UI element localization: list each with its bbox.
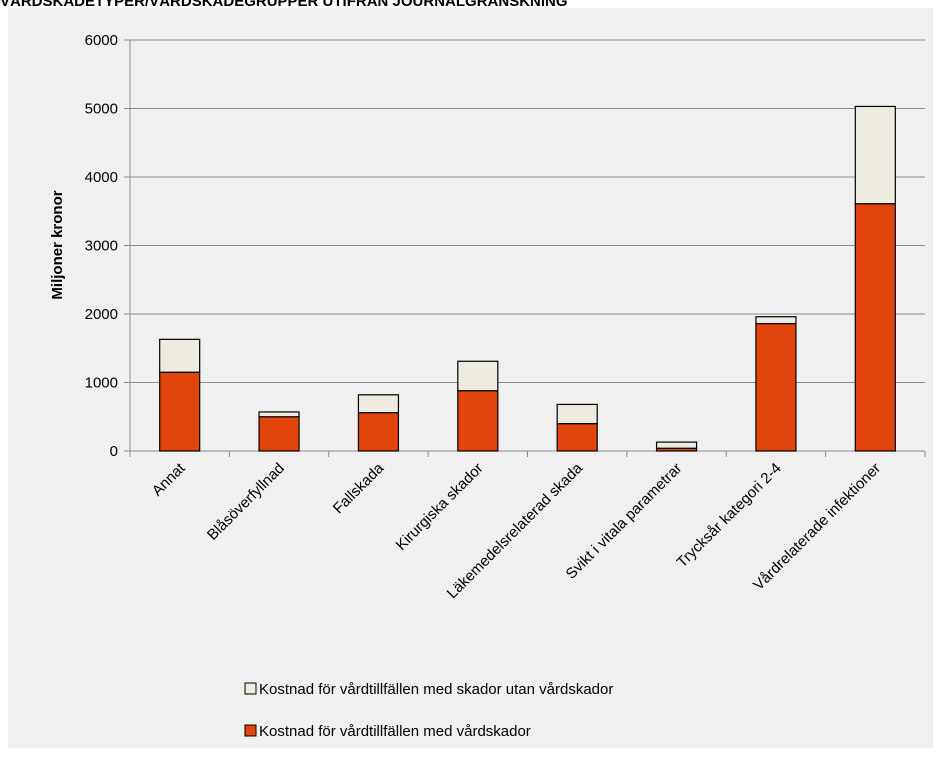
bar-segment bbox=[556, 403, 598, 425]
legend-label: Kostnad för vårdtillfällen med vårdskado… bbox=[259, 723, 531, 740]
y-tick-label: 4000 bbox=[85, 169, 118, 186]
bar-segment bbox=[357, 412, 400, 452]
legend-swatch bbox=[244, 682, 257, 695]
bar-segment bbox=[556, 423, 598, 452]
chart-title: VÅRDSKADETYPER/VÅRDSKADEGRUPPER UTIFRÅN … bbox=[0, 0, 568, 10]
y-tick-label: 6000 bbox=[85, 32, 118, 49]
bar-segment bbox=[854, 105, 896, 205]
y-axis-label: Miljoner kronor bbox=[49, 190, 66, 299]
bar-segment bbox=[655, 441, 698, 449]
legend-swatch bbox=[244, 724, 257, 737]
y-tick-label: 2000 bbox=[85, 306, 118, 323]
bar-segment bbox=[457, 360, 499, 392]
bar-segment bbox=[159, 338, 201, 373]
y-tick-label: 3000 bbox=[85, 238, 118, 255]
legend-label: Kostnad för vårdtillfällen med skador ut… bbox=[259, 681, 613, 698]
y-tick-label: 1000 bbox=[85, 375, 118, 392]
bar-segment bbox=[258, 416, 300, 452]
y-tick-label: 5000 bbox=[85, 101, 118, 118]
bar-segment bbox=[457, 390, 499, 452]
bar-segment bbox=[258, 411, 300, 418]
bar-segment bbox=[357, 394, 400, 414]
bar-segment bbox=[755, 322, 797, 452]
bar-segment bbox=[159, 371, 201, 452]
bar-segment bbox=[854, 203, 896, 452]
bar-segment bbox=[755, 316, 797, 325]
y-tick-label: 0 bbox=[110, 443, 118, 460]
